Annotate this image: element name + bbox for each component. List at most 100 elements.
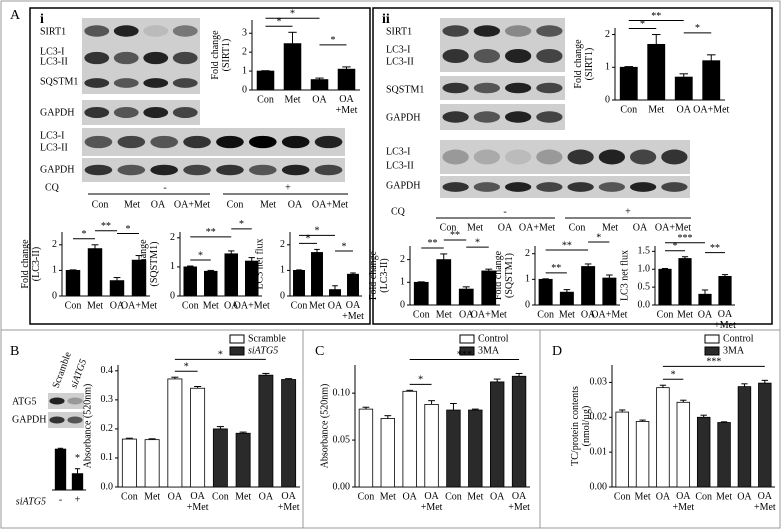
blot-band	[183, 135, 211, 149]
sig-label: **	[710, 243, 720, 254]
bar	[203, 270, 218, 297]
x-tick-label: Met	[635, 491, 651, 502]
panel-label: ii	[382, 12, 390, 27]
x-axis-label: siATG5	[16, 496, 46, 507]
blot-band	[281, 135, 310, 149]
blot-band	[442, 82, 469, 94]
y-tick-label: 0	[242, 84, 247, 95]
cq-sign: +	[285, 182, 291, 193]
sig-label: *	[342, 241, 347, 252]
blot-band	[84, 164, 113, 176]
blot-band	[84, 135, 113, 149]
blot-band	[150, 164, 178, 176]
blot-band	[216, 135, 244, 149]
lane-label: Con	[569, 222, 586, 233]
x-tick-label: OA	[581, 309, 596, 320]
blot-band	[172, 51, 198, 65]
x-tick-label: OA	[490, 491, 505, 502]
blot-band	[505, 25, 532, 37]
blot-label: SQSTM1	[40, 76, 78, 87]
blot-band	[473, 48, 500, 64]
lane-label: OA+Met	[312, 199, 348, 210]
legend-label: siATG5	[248, 345, 278, 356]
y-axis-label: Fold change(LC3-II)	[20, 239, 42, 289]
bar	[615, 411, 629, 488]
x-tick-label: Con	[291, 300, 308, 311]
x-tick-label: Met	[677, 309, 693, 320]
y-axis-label: Fold change(SIRT1)	[573, 39, 595, 89]
bar	[190, 387, 206, 488]
sig-label: **	[651, 11, 661, 22]
y-tick-label: 0	[52, 290, 57, 301]
x-tick-label: OA+Met	[342, 300, 364, 322]
blot-band	[505, 82, 532, 94]
y-tick-label: 2	[525, 248, 530, 259]
y-tick-label: 0.00	[333, 481, 351, 492]
y-tick-label: 2	[400, 254, 405, 265]
bar	[718, 275, 732, 306]
sig-label: *	[695, 23, 700, 34]
blot-band	[630, 182, 657, 192]
blot-band	[505, 111, 532, 123]
sig-label: *	[290, 9, 295, 20]
x-tick-label: -	[59, 494, 62, 505]
blot-band	[567, 182, 594, 192]
y-tick-label: 1	[525, 274, 530, 285]
bar	[658, 268, 672, 306]
legend-swatch	[229, 334, 245, 344]
panel-label: B	[10, 344, 19, 359]
sig-label: **	[101, 221, 111, 232]
sig-label: *	[671, 370, 676, 381]
bar	[109, 280, 125, 297]
y-tick-label: 0.01	[590, 446, 608, 457]
lane-label: Met	[467, 222, 483, 233]
y-tick-label: 0	[280, 290, 285, 301]
sig-label: *	[126, 224, 131, 235]
x-tick-label: Met	[467, 491, 483, 502]
sig-label: ***	[678, 233, 693, 244]
blot-band	[536, 149, 563, 165]
x-tick-label: Con	[695, 491, 712, 502]
y-tick-label: 0.00	[590, 481, 608, 492]
x-tick-label: OA+Met	[278, 491, 300, 513]
x-tick-label: OA+Met	[591, 309, 627, 320]
bar	[468, 409, 483, 488]
x-tick-label: Met	[309, 300, 325, 311]
x-tick-label: OA	[402, 491, 417, 502]
sig-label: *	[184, 361, 189, 372]
bar	[212, 428, 228, 488]
x-tick-label: OA	[656, 491, 671, 502]
y-axis-label: Fold change(SQSTM1)	[138, 239, 160, 289]
y-axis-label: Fold change(LC3-II)	[368, 250, 390, 300]
bar	[413, 281, 429, 306]
blot-band	[314, 135, 343, 149]
bar	[337, 68, 356, 91]
x-tick-label: Met	[87, 300, 103, 311]
bar	[458, 288, 474, 306]
x-tick-label: OA+Met	[714, 309, 736, 331]
blot-band	[536, 48, 563, 64]
bar	[424, 404, 439, 488]
bar	[696, 416, 711, 488]
blot-label: GAPDH	[12, 414, 46, 425]
bar	[490, 381, 505, 488]
blot-band	[281, 164, 310, 176]
x-tick-label: Con	[121, 491, 138, 502]
bar	[538, 278, 553, 306]
blot-label: LC3-I	[386, 146, 410, 157]
sig-label: *	[640, 19, 645, 30]
sig-label: *	[82, 229, 87, 240]
blot-band	[505, 149, 532, 165]
blot-band	[505, 182, 532, 192]
cq-sign: -	[163, 182, 166, 193]
blot-band	[67, 397, 83, 405]
x-tick-label: OA	[677, 104, 692, 115]
legend-swatch	[459, 334, 475, 344]
y-tick-label: 0	[605, 94, 610, 105]
bar	[311, 252, 323, 297]
blot-label: LC3-II	[40, 56, 68, 67]
blot-band	[183, 164, 211, 176]
blot-band	[84, 107, 110, 118]
bar	[656, 387, 670, 488]
y-axis-label: LC3 net flux	[254, 238, 265, 289]
